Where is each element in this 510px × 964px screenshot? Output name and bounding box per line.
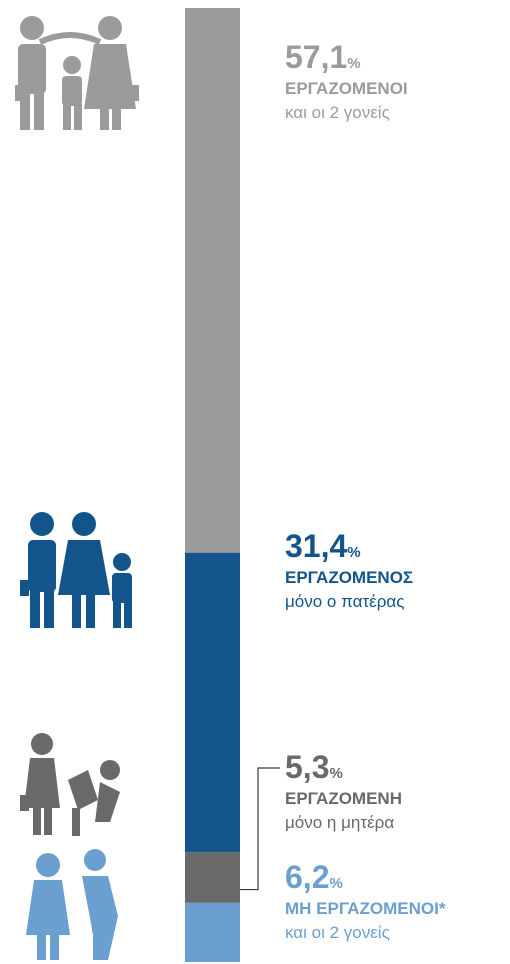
value-label: 6,2% bbox=[285, 859, 343, 895]
segment-subtitle: και οι 2 γονείς bbox=[285, 103, 390, 122]
value-number: 6,2 bbox=[285, 859, 329, 895]
segment-subtitle: μόνο η μητέρα bbox=[285, 813, 394, 832]
bar-segment bbox=[185, 902, 240, 962]
bar-segment bbox=[185, 552, 240, 853]
icon-mother-working bbox=[20, 733, 120, 836]
segment-name: ΕΡΓΑΖΟΜΕΝΟΣ bbox=[285, 568, 413, 587]
value-number: 57,1 bbox=[285, 39, 347, 75]
icon-father-working bbox=[20, 512, 132, 628]
segment-name: ΜΗ ΕΡΓΑΖΟΜΕΝΟΙ* bbox=[285, 899, 446, 918]
value-number: 5,3 bbox=[285, 749, 329, 785]
value-unit: % bbox=[347, 55, 360, 72]
segment-name: ΕΡΓΑΖΟΜΕΝΟΙ bbox=[285, 79, 408, 98]
icon-not-working bbox=[26, 849, 118, 960]
bar-segment bbox=[185, 8, 240, 553]
value-label: 31,4% bbox=[285, 528, 361, 564]
value-number: 31,4 bbox=[285, 528, 347, 564]
segment-subtitle: και οι 2 γονείς bbox=[285, 923, 390, 942]
segment-name: ΕΡΓΑΖΟΜΕΝΗ bbox=[285, 789, 402, 808]
icon-both-working bbox=[15, 16, 139, 130]
bar-segment bbox=[185, 852, 240, 903]
segment-subtitle: μόνο ο πατέρας bbox=[285, 592, 404, 611]
value-label: 57,1% bbox=[285, 39, 361, 75]
value-unit: % bbox=[347, 544, 360, 561]
connector bbox=[240, 767, 280, 891]
value-unit: % bbox=[329, 875, 342, 892]
value-label: 5,3% bbox=[285, 749, 343, 785]
value-unit: % bbox=[329, 765, 342, 782]
